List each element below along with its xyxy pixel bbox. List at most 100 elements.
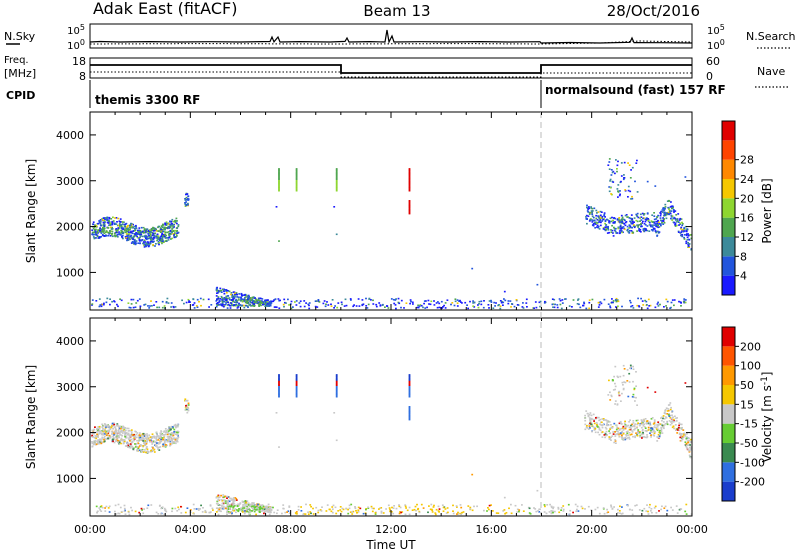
data-point: [161, 242, 164, 244]
data-point: [611, 426, 614, 429]
data-point: [161, 506, 164, 508]
data-point: [278, 175, 280, 178]
data-point: [150, 236, 153, 238]
data-point: [99, 219, 102, 221]
data-point: [493, 301, 496, 304]
data-point: [589, 422, 591, 425]
data-point: [405, 507, 407, 509]
data-point: [668, 208, 670, 211]
data-point: [643, 507, 646, 510]
data-point: [663, 418, 666, 420]
data-point: [587, 505, 590, 508]
data-point: [119, 506, 122, 509]
data-point: [472, 305, 475, 307]
data-point: [174, 442, 177, 445]
data-point: [670, 301, 673, 304]
data-point: [669, 307, 671, 309]
data-point: [219, 507, 221, 509]
data-point: [615, 442, 617, 444]
data-point: [117, 503, 120, 506]
data-point: [483, 509, 485, 512]
data-point: [128, 444, 131, 446]
data-point: [473, 306, 476, 308]
data-point: [590, 418, 593, 420]
data-point: [387, 307, 390, 309]
data-point: [162, 223, 165, 226]
data-point: [674, 225, 677, 227]
data-point: [193, 302, 196, 304]
data-point: [269, 509, 272, 512]
data-point: [635, 419, 638, 422]
data-point: [628, 381, 631, 383]
data-point: [503, 509, 506, 511]
data-point: [106, 432, 109, 435]
colorbar-segment: [722, 423, 735, 443]
data-point: [599, 210, 602, 213]
data-point: [653, 224, 656, 226]
data-point: [536, 283, 539, 286]
data-point: [264, 505, 267, 508]
data-point: [176, 229, 178, 232]
data-point: [665, 213, 667, 215]
data-point: [678, 429, 681, 432]
data-point: [408, 389, 411, 392]
data-point: [260, 304, 262, 307]
data-point: [121, 432, 124, 434]
data-point: [144, 449, 146, 451]
data-point: [553, 306, 556, 309]
data-point: [672, 221, 675, 223]
data-point: [614, 382, 616, 385]
data-point: [105, 235, 107, 237]
data-point: [234, 497, 237, 499]
data-point: [295, 394, 298, 397]
data-point: [595, 221, 598, 224]
data-point: [172, 434, 175, 437]
data-point: [197, 509, 200, 511]
data-point: [610, 174, 613, 176]
data-point: [142, 512, 145, 515]
data-point: [163, 445, 166, 448]
data-point: [216, 286, 218, 289]
data-point: [246, 301, 249, 303]
data-point: [315, 300, 318, 302]
data-point: [144, 439, 146, 442]
data-point: [162, 239, 164, 242]
data-point: [629, 367, 631, 369]
data-point: [335, 175, 338, 178]
data-point: [249, 297, 252, 299]
data-point: [656, 216, 659, 218]
data-point: [234, 304, 237, 307]
data-point: [613, 506, 615, 508]
data-point: [171, 441, 174, 443]
data-point: [278, 184, 280, 187]
data-point: [678, 422, 681, 424]
data-point: [331, 511, 334, 514]
data-point: [234, 299, 237, 302]
data-point: [123, 225, 126, 228]
data-point: [91, 229, 94, 231]
data-point: [625, 214, 628, 216]
data-point: [616, 170, 618, 173]
data-point: [295, 378, 298, 380]
data-point: [488, 508, 490, 511]
data-point: [188, 301, 190, 303]
data-point: [159, 436, 162, 438]
data-point: [408, 203, 411, 206]
data-point: [675, 420, 678, 422]
data-point: [97, 433, 100, 435]
data-point: [408, 411, 411, 413]
data-point: [631, 425, 634, 428]
x-tick-label: 08:00: [275, 523, 307, 536]
data-point: [494, 305, 496, 307]
data-point: [663, 218, 665, 220]
data-point: [596, 417, 599, 419]
data-point: [589, 218, 592, 221]
data-point: [586, 204, 588, 207]
data-point: [258, 305, 261, 307]
data-point: [225, 289, 228, 291]
data-point: [127, 430, 130, 432]
data-point: [142, 230, 144, 233]
data-point: [137, 446, 140, 449]
data-point: [610, 439, 612, 441]
data-point: [330, 303, 332, 306]
